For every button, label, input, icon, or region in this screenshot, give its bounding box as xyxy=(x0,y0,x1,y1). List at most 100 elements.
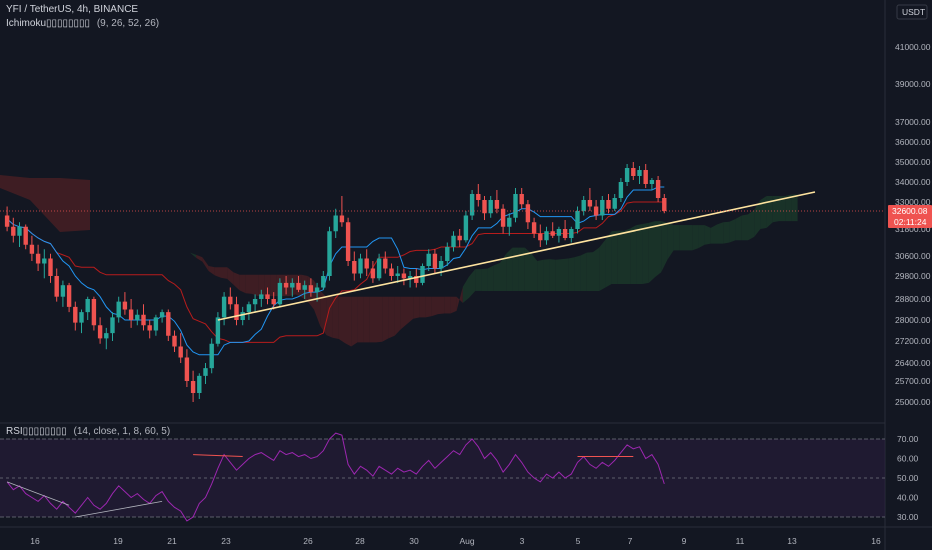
cloud-segment xyxy=(617,230,624,285)
candles-group xyxy=(4,162,667,402)
rsi-params: (14, close, 1, 8, 60, 5) xyxy=(73,426,171,437)
cloud-segment xyxy=(679,225,686,251)
cloud-segment xyxy=(475,269,482,291)
candle-body xyxy=(79,312,84,323)
candle-body xyxy=(345,222,351,261)
candle-body xyxy=(48,258,53,276)
candle-body xyxy=(215,317,221,344)
price-tick-label: 35000.00 xyxy=(895,157,931,167)
cloud-segment xyxy=(686,225,693,251)
candle-body xyxy=(575,211,580,229)
cloud-segment xyxy=(407,296,414,324)
rsi-legend[interactable]: RSI▯▯▯▯▯▯▯▯ (14, close, 1, 8, 60, 5) xyxy=(6,426,170,437)
cloud-segment xyxy=(462,276,469,303)
cloud-segment xyxy=(177,241,184,244)
cloud-segment xyxy=(388,296,395,339)
price-tick-label: 41000.00 xyxy=(895,42,931,52)
cloud-segment xyxy=(400,296,407,330)
candle-body xyxy=(11,226,16,236)
candle-body xyxy=(593,206,599,216)
candle-body xyxy=(383,258,388,269)
candle-body xyxy=(550,231,555,236)
candle-body xyxy=(265,294,270,299)
cloud-segment xyxy=(648,221,655,283)
candle-body xyxy=(494,200,500,209)
candle-body xyxy=(395,273,400,276)
cloud-segment xyxy=(642,222,649,285)
cloud-segment xyxy=(326,296,333,338)
candle-body xyxy=(190,381,196,393)
time-axis-label: 28 xyxy=(355,536,365,546)
time-axis-label: 3 xyxy=(520,536,525,546)
cloud-segment xyxy=(214,267,221,278)
price-tag xyxy=(888,204,932,228)
candle-body xyxy=(104,333,109,339)
cloud-segment xyxy=(171,238,178,242)
candle-body xyxy=(73,306,78,323)
candle-body xyxy=(463,215,469,241)
price-tick-label: 37000.00 xyxy=(895,117,931,127)
candle-body xyxy=(457,235,462,241)
cloud-segment xyxy=(661,221,668,273)
candle-body xyxy=(277,282,283,305)
cloud-segment xyxy=(183,243,190,253)
cloud-segment xyxy=(202,257,209,271)
time-axis-label: 7 xyxy=(628,536,633,546)
candle-body xyxy=(414,276,419,283)
cloud-segment xyxy=(766,196,773,228)
rsi-tick-label: 70.00 xyxy=(897,434,919,444)
cloud-segment xyxy=(0,175,90,232)
price-tag-value: 32600.08 xyxy=(892,206,928,216)
time-axis-label: 23 xyxy=(221,536,231,546)
cloud-segment xyxy=(493,262,500,291)
candle-body xyxy=(17,226,22,236)
cloud-segment xyxy=(593,247,600,291)
rsi-tick-label: 50.00 xyxy=(897,473,919,483)
cloud-segment xyxy=(791,194,798,222)
candle-body xyxy=(426,253,431,266)
cloud-segment xyxy=(655,221,662,278)
cloud-segment xyxy=(338,296,345,344)
cloud-segment xyxy=(487,265,494,291)
candle-body xyxy=(23,226,28,245)
cloud-segment xyxy=(245,274,252,294)
candle-body xyxy=(352,261,357,274)
cloud-segment xyxy=(760,196,767,229)
candle-body xyxy=(283,282,289,288)
time-axis-label: 11 xyxy=(736,536,745,546)
cloud-segment xyxy=(469,269,476,298)
candle-body xyxy=(364,258,369,269)
candle-body xyxy=(631,168,636,176)
cloud-segment xyxy=(735,215,742,241)
cloud-segment xyxy=(562,258,569,291)
ichimoku-name: Ichimoku▯▯▯▯▯▯▯▯ xyxy=(6,18,91,29)
rsi-tick-label: 30.00 xyxy=(897,512,919,522)
price-tick-label: 30600.00 xyxy=(895,251,931,261)
candle-body xyxy=(581,200,586,211)
cloud-segment xyxy=(208,266,215,276)
ichimoku-cloud xyxy=(0,175,798,347)
cloud-segment xyxy=(239,274,246,294)
cloud-segment xyxy=(531,253,538,291)
candle-body xyxy=(135,314,140,320)
ichimoku-legend[interactable]: Ichimoku▯▯▯▯▯▯▯▯ (9, 26, 52, 26) xyxy=(6,18,159,29)
cloud-segment xyxy=(692,225,699,251)
candle-body xyxy=(519,194,524,205)
candle-body xyxy=(637,170,642,176)
rsi-name: RSI▯▯▯▯▯▯▯▯ xyxy=(6,426,67,437)
cloud-segment xyxy=(270,274,277,297)
cloud-segment xyxy=(413,296,420,319)
candle-body xyxy=(85,299,90,313)
candle-body xyxy=(128,309,134,320)
cloud-segment xyxy=(741,214,748,241)
candle-body xyxy=(420,266,425,283)
time-axis-label: 13 xyxy=(787,536,797,546)
cloud-segment xyxy=(369,296,376,343)
candle-body xyxy=(525,204,531,223)
cloud-segment xyxy=(196,254,203,262)
rsi-tick-label: 40.00 xyxy=(897,493,919,503)
price-tick-label: 34000.00 xyxy=(895,177,931,187)
cloud-segment xyxy=(456,286,463,311)
cloud-segment xyxy=(252,274,259,297)
